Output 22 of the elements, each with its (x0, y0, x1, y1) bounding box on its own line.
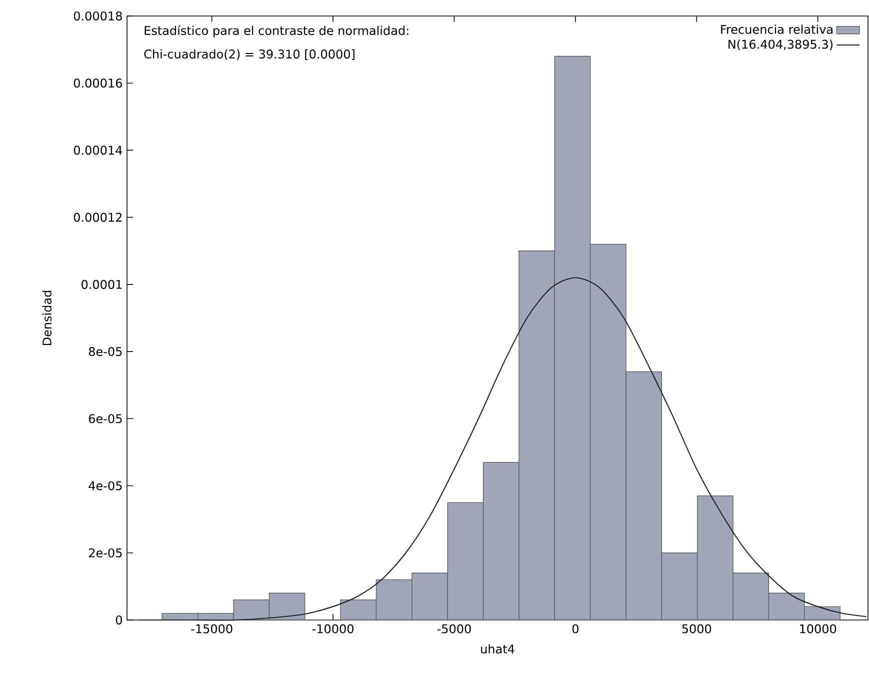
y-axis-title: Densidad (42, 290, 52, 346)
y-tick-label: 0.00018 (74, 11, 122, 21)
x-tick-label: 5000 (682, 624, 712, 634)
y-tick-label: 0.00016 (74, 78, 122, 88)
y-tick-label: 0.0001 (82, 280, 122, 289)
x-axis-title: uhat4 (481, 644, 514, 654)
annotation: Estadístico para el contraste de normalidad: (144, 25, 408, 38)
y-tick-label: 4e-05 (88, 481, 122, 490)
y-tick-label: 0 (116, 615, 122, 625)
y-tick-label: 6e-05 (88, 414, 122, 424)
y-tick-label: 2e-05 (88, 548, 122, 558)
y-tick-label: 0.00012 (74, 212, 122, 222)
x-tick-label: 0 (572, 624, 578, 634)
x-tick-label: -10000 (312, 624, 354, 634)
y-tick-label: 8e-05 (88, 347, 122, 356)
y-tick-label: 0.00014 (74, 146, 122, 155)
x-tick-label: -15000 (191, 624, 232, 634)
legend-label: N(16.404,3895.3) (728, 40, 832, 50)
x-tick-label: 10000 (800, 624, 836, 634)
legend-label: Frecuencia relativa (721, 24, 832, 34)
annotation: Chi-cuadrado(2) = 39.310 [0.0000] (144, 49, 354, 60)
x-tick-label: -5000 (437, 624, 471, 634)
